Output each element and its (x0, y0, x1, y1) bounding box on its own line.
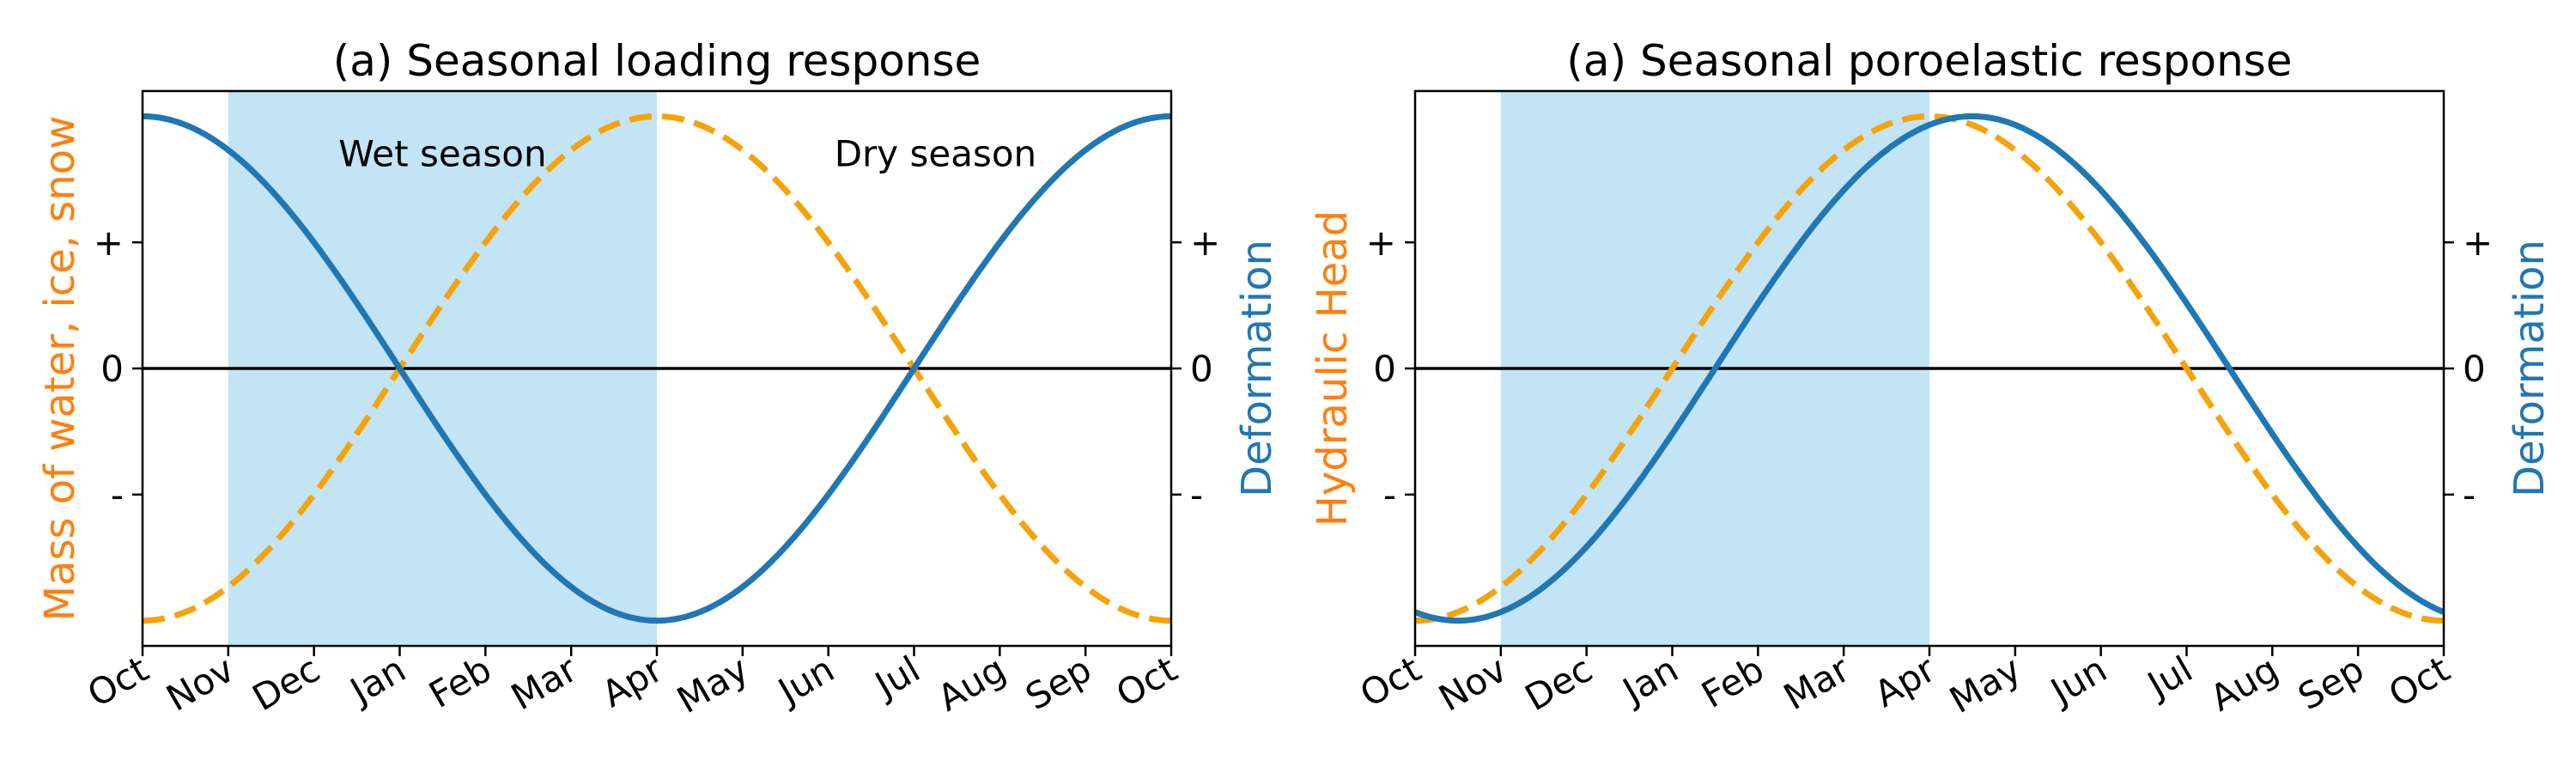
right-axis-series-line (142, 113, 1172, 624)
chart-title: (a) Seasonal poroelastic response (1566, 36, 2292, 86)
left-y-tick-label: - (111, 474, 124, 516)
left-y-tick-label: - (1383, 474, 1396, 516)
x-tick-label: Mar (504, 648, 585, 718)
x-tick-label: Nov (1431, 648, 1514, 719)
x-tick-label: Feb (422, 648, 498, 716)
x-tick-label: Aug (2203, 648, 2286, 719)
x-tick-label: Aug (931, 648, 1013, 719)
x-tick-label: May (670, 648, 756, 721)
x-tick-label: Jan (1613, 648, 1685, 713)
right-y-tick-label: 0 (2463, 348, 2486, 390)
right-y-tick-label: 0 (1190, 348, 1213, 390)
right-axis-series-line (1413, 113, 2445, 624)
x-tick-label: Jul (866, 648, 927, 707)
left-y-axis-label: Hydraulic Head (1309, 210, 1357, 526)
x-tick-label: Jul (2139, 648, 2200, 707)
x-tick-label: Dec (1518, 648, 1600, 719)
left-y-tick-label: 0 (1373, 348, 1396, 390)
right-y-tick-label: - (2463, 474, 2476, 516)
x-tick-label: May (1942, 648, 2028, 721)
x-tick-label: Apr (595, 648, 671, 715)
chart-title: (a) Seasonal loading response (333, 36, 981, 86)
left-y-axis-label: Mass of water, ice, snow (36, 116, 84, 622)
x-tick-label: Oct (81, 648, 155, 715)
x-tick-label: Apr (1868, 648, 1943, 715)
chart-panel-2: Oct Nov Dec Jan Feb Mar Apr May Jun Jul Aug Sep Oct+… (1309, 36, 2554, 721)
x-tick-label: Feb (1694, 648, 1771, 716)
left-y-tick-label: + (94, 222, 124, 264)
x-tick-label: Oct (2382, 648, 2457, 715)
x-tick-label: Sep (2291, 648, 2371, 718)
right-y-axis-label: Deformation (2506, 240, 2554, 497)
x-tick-label: Mar (1777, 648, 1857, 718)
x-tick-label: Sep (1018, 648, 1098, 718)
x-tick-label: Oct (1353, 648, 1428, 715)
right-y-tick-label: - (1190, 474, 1203, 516)
left-y-tick-label: + (1366, 222, 1396, 264)
x-tick-label: Nov (159, 648, 241, 719)
right-y-tick-label: + (1190, 222, 1220, 264)
x-tick-label: Jan (341, 648, 412, 713)
season-annotation: Wet season (338, 132, 546, 174)
left-y-tick-label: 0 (100, 348, 124, 390)
x-tick-label: Jun (769, 648, 841, 714)
right-y-axis-label: Deformation (1233, 240, 1281, 497)
season-annotation: Dry season (835, 132, 1036, 174)
right-y-tick-label: + (2463, 222, 2493, 264)
x-tick-label: Dec (246, 648, 327, 719)
chart-panel-1: Oct Nov Dec Jan Feb Mar Apr May Jun Jul Aug Sep Oct+… (36, 36, 1281, 721)
x-tick-label: Jun (2042, 648, 2114, 714)
x-tick-label: Oct (1109, 648, 1184, 715)
